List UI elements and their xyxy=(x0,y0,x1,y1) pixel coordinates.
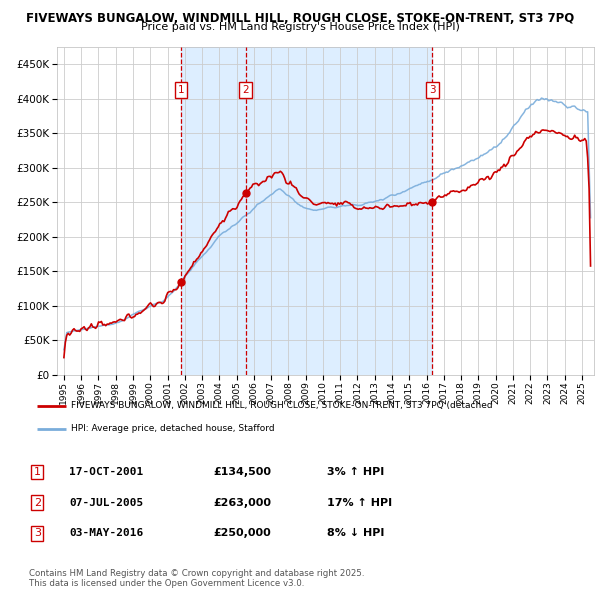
Text: Price paid vs. HM Land Registry's House Price Index (HPI): Price paid vs. HM Land Registry's House … xyxy=(140,22,460,32)
Text: FIVEWAYS BUNGALOW, WINDMILL HILL, ROUGH CLOSE, STOKE-ON-TRENT, ST3 7PQ: FIVEWAYS BUNGALOW, WINDMILL HILL, ROUGH … xyxy=(26,12,574,25)
Text: 3: 3 xyxy=(429,85,436,95)
Bar xyxy=(181,47,245,375)
Bar xyxy=(245,47,433,375)
Text: 17-OCT-2001: 17-OCT-2001 xyxy=(69,467,143,477)
Text: £250,000: £250,000 xyxy=(213,529,271,538)
Text: HPI: Average price, detached house, Stafford: HPI: Average price, detached house, Staf… xyxy=(71,424,275,434)
Text: 3% ↑ HPI: 3% ↑ HPI xyxy=(327,467,384,477)
Text: FIVEWAYS BUNGALOW, WINDMILL HILL, ROUGH CLOSE, STOKE-ON-TRENT, ST3 7PQ (detached: FIVEWAYS BUNGALOW, WINDMILL HILL, ROUGH … xyxy=(71,401,493,411)
Text: £263,000: £263,000 xyxy=(213,498,271,507)
Text: 1: 1 xyxy=(34,467,41,477)
Text: 3: 3 xyxy=(34,529,41,538)
Text: 8% ↓ HPI: 8% ↓ HPI xyxy=(327,529,385,538)
Text: 1: 1 xyxy=(178,85,184,95)
Text: 03-MAY-2016: 03-MAY-2016 xyxy=(69,529,143,538)
Text: 2: 2 xyxy=(34,498,41,507)
Text: £134,500: £134,500 xyxy=(213,467,271,477)
Text: 2: 2 xyxy=(242,85,249,95)
Text: 07-JUL-2005: 07-JUL-2005 xyxy=(69,498,143,507)
Text: Contains HM Land Registry data © Crown copyright and database right 2025.
This d: Contains HM Land Registry data © Crown c… xyxy=(29,569,364,588)
Text: 17% ↑ HPI: 17% ↑ HPI xyxy=(327,498,392,507)
